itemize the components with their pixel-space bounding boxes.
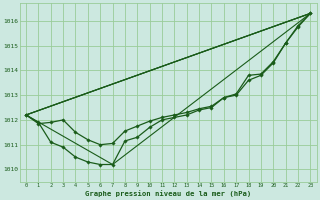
- X-axis label: Graphe pression niveau de la mer (hPa): Graphe pression niveau de la mer (hPa): [85, 190, 251, 197]
